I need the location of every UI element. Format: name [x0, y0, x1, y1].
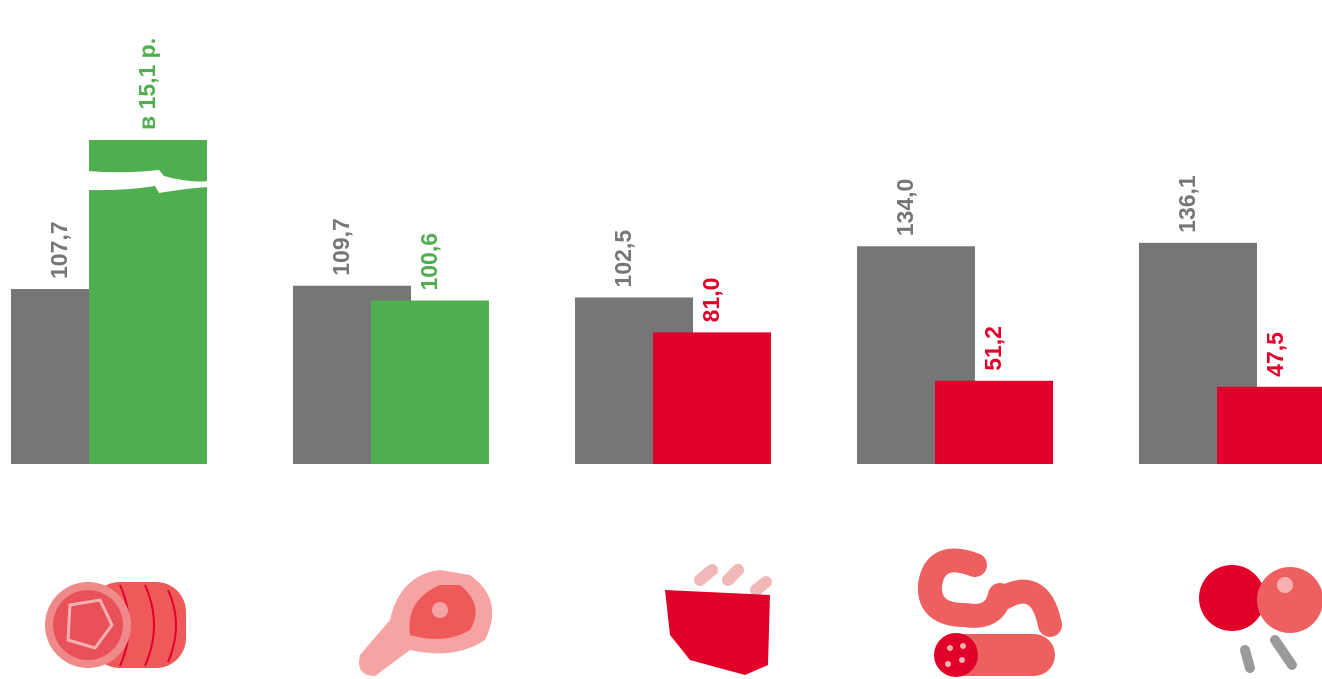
- value-label: 107,7: [46, 221, 72, 279]
- bar: [1217, 387, 1322, 464]
- icon-ribs: [665, 570, 770, 675]
- bar: [371, 301, 489, 464]
- value-label: 100,6: [416, 233, 442, 291]
- bar: [935, 381, 1053, 464]
- value-label: 47,5: [1262, 332, 1288, 377]
- value-label: в 15,1 р.: [134, 38, 160, 130]
- value-label: 109,7: [328, 218, 354, 276]
- icon-steak: [359, 570, 492, 676]
- icon-sausages: [930, 561, 1055, 678]
- value-label: 134,0: [892, 179, 918, 237]
- icon-chicken: [1199, 565, 1322, 668]
- value-label: 81,0: [698, 278, 724, 323]
- value-label: 102,5: [610, 230, 636, 288]
- bar: [653, 332, 771, 464]
- chart: 107,7 109,7 102,5 134,0 136,1 в 15,1 р. 100,6 8…: [0, 0, 1322, 679]
- value-label: 136,1: [1174, 175, 1200, 233]
- value-label: 51,2: [980, 326, 1006, 371]
- bars: 107,7 109,7 102,5 134,0 136,1 в 15,1 р. 100,6 8…: [11, 38, 1322, 464]
- icon-meat-roll: [45, 582, 186, 668]
- icons: [45, 561, 1322, 678]
